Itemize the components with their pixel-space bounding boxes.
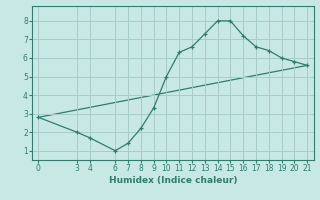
X-axis label: Humidex (Indice chaleur): Humidex (Indice chaleur) — [108, 176, 237, 185]
